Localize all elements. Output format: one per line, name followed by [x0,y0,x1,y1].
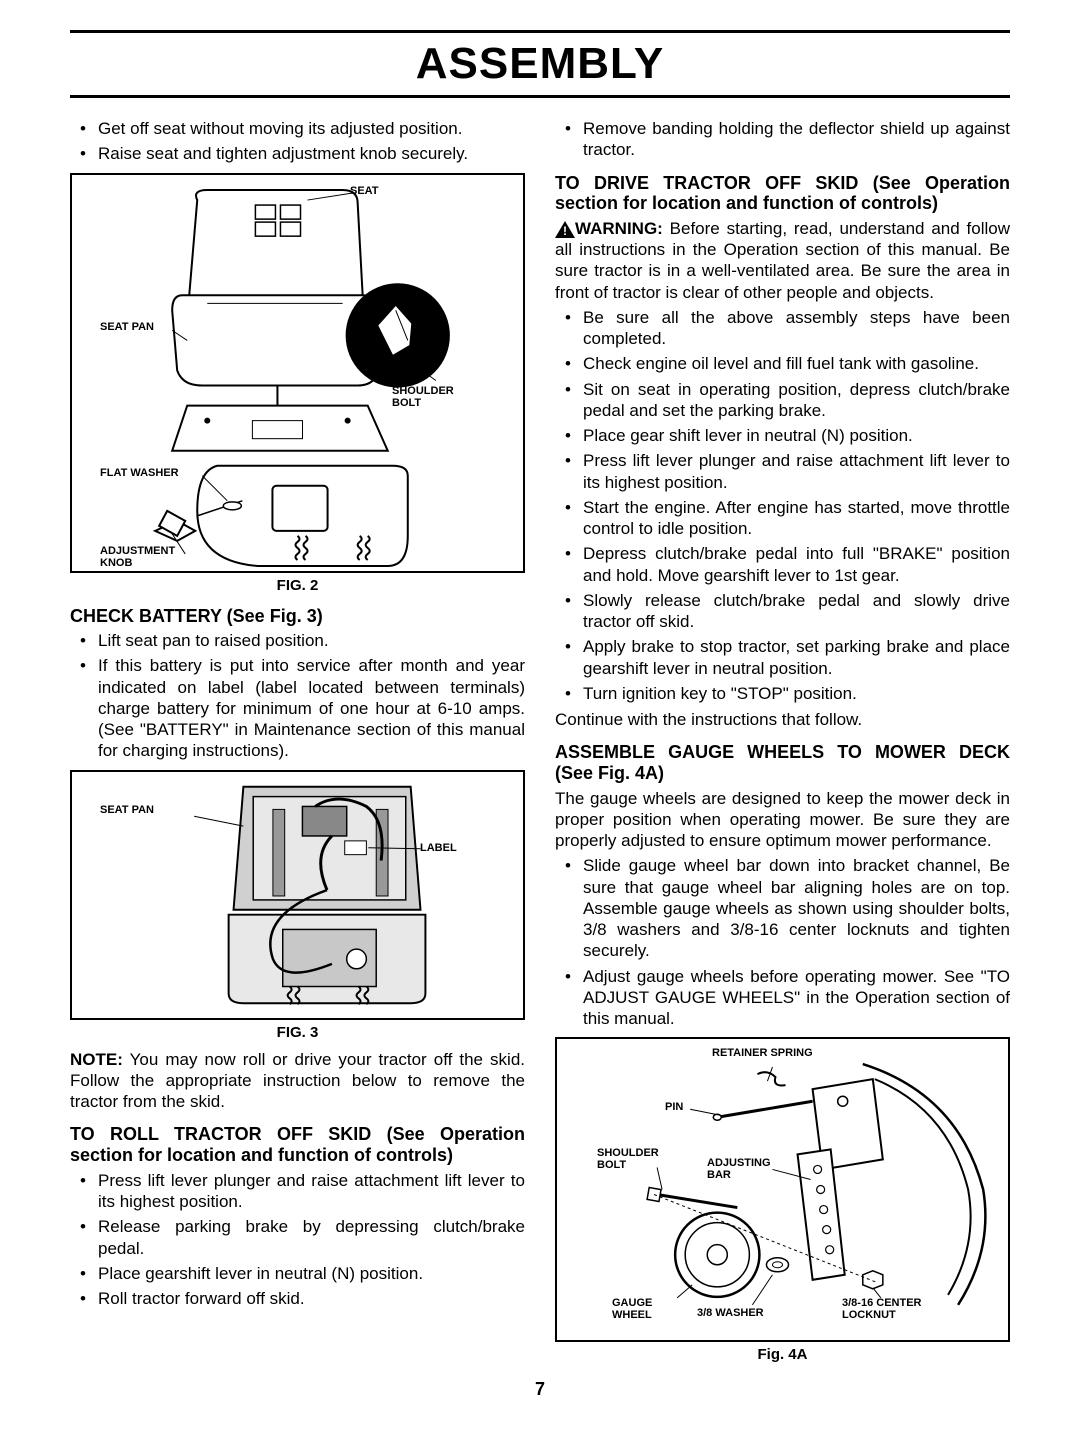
list-item: Get off seat without moving its adjusted… [98,118,525,139]
check-battery-bullets: Lift seat pan to raised position. If thi… [70,630,525,762]
left-column: Get off seat without moving its adjusted… [70,118,525,1371]
figure-2: SEAT SEAT PAN SHOULDER BOLT FLAT WASHER … [70,173,525,573]
label-seat-pan-3: SEAT PAN [100,804,154,816]
list-item: Turn ignition key to "STOP" position. [583,683,1010,704]
list-item: Slowly release clutch/brake pedal and sl… [583,590,1010,633]
intro-bullets: Get off seat without moving its adjusted… [70,118,525,165]
fig3-caption: FIG. 3 [70,1024,525,1041]
gauge-wheels-intro: The gauge wheels are designed to keep th… [555,788,1010,852]
page-number: 7 [70,1379,1010,1400]
roll-skid-heading: TO ROLL TRACTOR OFF SKID (See Operation … [70,1124,525,1165]
drive-skid-heading: TO DRIVE TRACTOR OFF SKID (See Operation… [555,173,1010,214]
check-battery-heading: CHECK BATTERY (See Fig. 3) [70,606,525,627]
page-title: ASSEMBLY [70,30,1010,98]
label-flat-washer: FLAT WASHER [100,467,179,479]
list-item: Slide gauge wheel bar down into bracket … [583,855,1010,961]
list-item: Raise seat and tighten adjustment knob s… [98,143,525,164]
right-column: Remove banding holding the deflector shi… [555,118,1010,1371]
list-item: Lift seat pan to raised position. [98,630,525,651]
label-adjusting-bar: ADJUSTING BAR [707,1157,777,1181]
label-retainer-spring: RETAINER SPRING [712,1047,813,1059]
fig2-caption: FIG. 2 [70,577,525,594]
list-item: Roll tractor forward off skid. [98,1288,525,1309]
warning-icon: ! [555,221,575,238]
list-item: Be sure all the above assembly steps hav… [583,307,1010,350]
drive-skid-bullets: Be sure all the above assembly steps hav… [555,307,1010,704]
note-prefix: NOTE: [70,1050,123,1069]
figure-3: SEAT PAN LABEL [70,770,525,1020]
gauge-wheels-heading: ASSEMBLE GAUGE WHEELS TO MOWER DECK (See… [555,742,1010,783]
seat-diagram [72,175,523,571]
list-item: Remove banding holding the deflector shi… [583,118,1010,161]
label-label: LABEL [420,842,457,854]
label-washer: 3/8 WASHER [697,1307,764,1319]
label-shoulder-bolt: SHOULDER BOLT [392,385,462,409]
label-shoulder-bolt-4a: SHOULDER BOLT [597,1147,652,1171]
top-right-bullets: Remove banding holding the deflector shi… [555,118,1010,161]
label-locknut: 3/8-16 CENTER LOCKNUT [842,1297,937,1321]
label-adjustment-knob: ADJUSTMENT KNOB [100,545,185,569]
list-item: Place gear shift lever in neutral (N) po… [583,425,1010,446]
list-item: Place gearshift lever in neutral (N) pos… [98,1263,525,1284]
roll-skid-bullets: Press lift lever plunger and raise attac… [70,1170,525,1310]
list-item: Release parking brake by depressing clut… [98,1216,525,1259]
label-seat: SEAT [350,185,379,197]
continue-text: Continue with the instructions that foll… [555,710,1010,730]
figure-4a: RETAINER SPRING PIN SHOULDER BOLT ADJUST… [555,1037,1010,1342]
warning-prefix: WARNING: [575,219,663,238]
label-seat-pan: SEAT PAN [100,321,154,333]
gauge-wheel-diagram [557,1039,1008,1340]
list-item: Depress clutch/brake pedal into full "BR… [583,543,1010,586]
list-item: Sit on seat in operating position, depre… [583,379,1010,422]
list-item: Adjust gauge wheels before operating mow… [583,966,1010,1030]
list-item: Press lift lever plunger and raise attac… [583,450,1010,493]
list-item: Press lift lever plunger and raise attac… [98,1170,525,1213]
list-item: If this battery is put into service afte… [98,655,525,761]
list-item: Check engine oil level and fill fuel tan… [583,353,1010,374]
note-body: You may now roll or drive your tractor o… [70,1050,525,1112]
fig4a-caption: Fig. 4A [555,1346,1010,1363]
note-text: NOTE: You may now roll or drive your tra… [70,1049,525,1113]
list-item: Start the engine. After engine has start… [583,497,1010,540]
label-pin: PIN [665,1101,683,1113]
warning-line: ! WARNING: Before starting, read, unders… [555,218,1010,303]
list-item: Apply brake to stop tractor, set parking… [583,636,1010,679]
label-gauge-wheel: GAUGE WHEEL [612,1297,662,1321]
svg-text:!: ! [563,224,567,238]
gauge-wheels-bullets: Slide gauge wheel bar down into bracket … [555,855,1010,1029]
